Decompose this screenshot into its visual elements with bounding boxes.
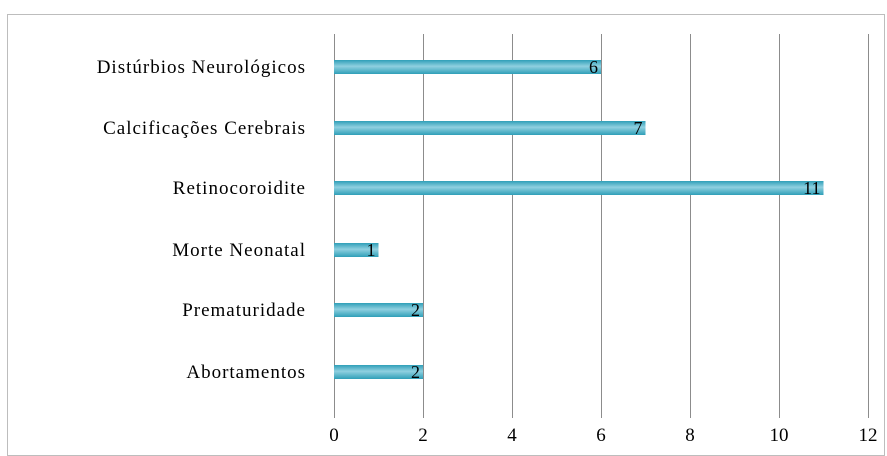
bar-3 (334, 243, 379, 257)
bar-1 (334, 121, 646, 135)
chart-frame (7, 14, 885, 456)
bar-2 (334, 181, 824, 195)
bar-4 (334, 303, 423, 317)
data-label-2: 11 (803, 178, 820, 198)
x-tick-label-1: 2 (418, 425, 428, 446)
bars (334, 60, 824, 379)
x-tick-label-4: 8 (685, 425, 695, 446)
category-label-0: Distúrbios Neurológicos (97, 57, 306, 78)
bar-5 (334, 365, 423, 379)
x-tick-label-5: 10 (770, 425, 789, 446)
x-tick-label-2: 4 (507, 425, 517, 446)
data-label-1: 7 (634, 118, 643, 138)
category-label-2: Retinocoroidite (173, 178, 306, 199)
x-axis-tick-labels: 0 2 4 6 8 10 12 (329, 425, 877, 446)
x-tick-label-3: 6 (596, 425, 606, 446)
x-tick-label-0: 0 (329, 425, 339, 446)
category-label-4: Prematuridade (182, 300, 306, 321)
category-labels: Distúrbios Neurológicos Calcificações Cer… (97, 57, 306, 383)
x-tick-label-6: 12 (859, 425, 878, 446)
data-label-0: 6 (589, 57, 598, 77)
data-label-4: 2 (411, 300, 420, 320)
bar-0 (334, 60, 601, 74)
grid-lines (334, 34, 869, 418)
category-label-5: Abortamentos (186, 362, 306, 383)
data-label-3: 1 (367, 240, 376, 260)
category-label-3: Morte Neonatal (172, 240, 306, 261)
category-label-1: Calcificações Cerebrais (103, 118, 306, 139)
data-label-5: 2 (411, 362, 420, 382)
